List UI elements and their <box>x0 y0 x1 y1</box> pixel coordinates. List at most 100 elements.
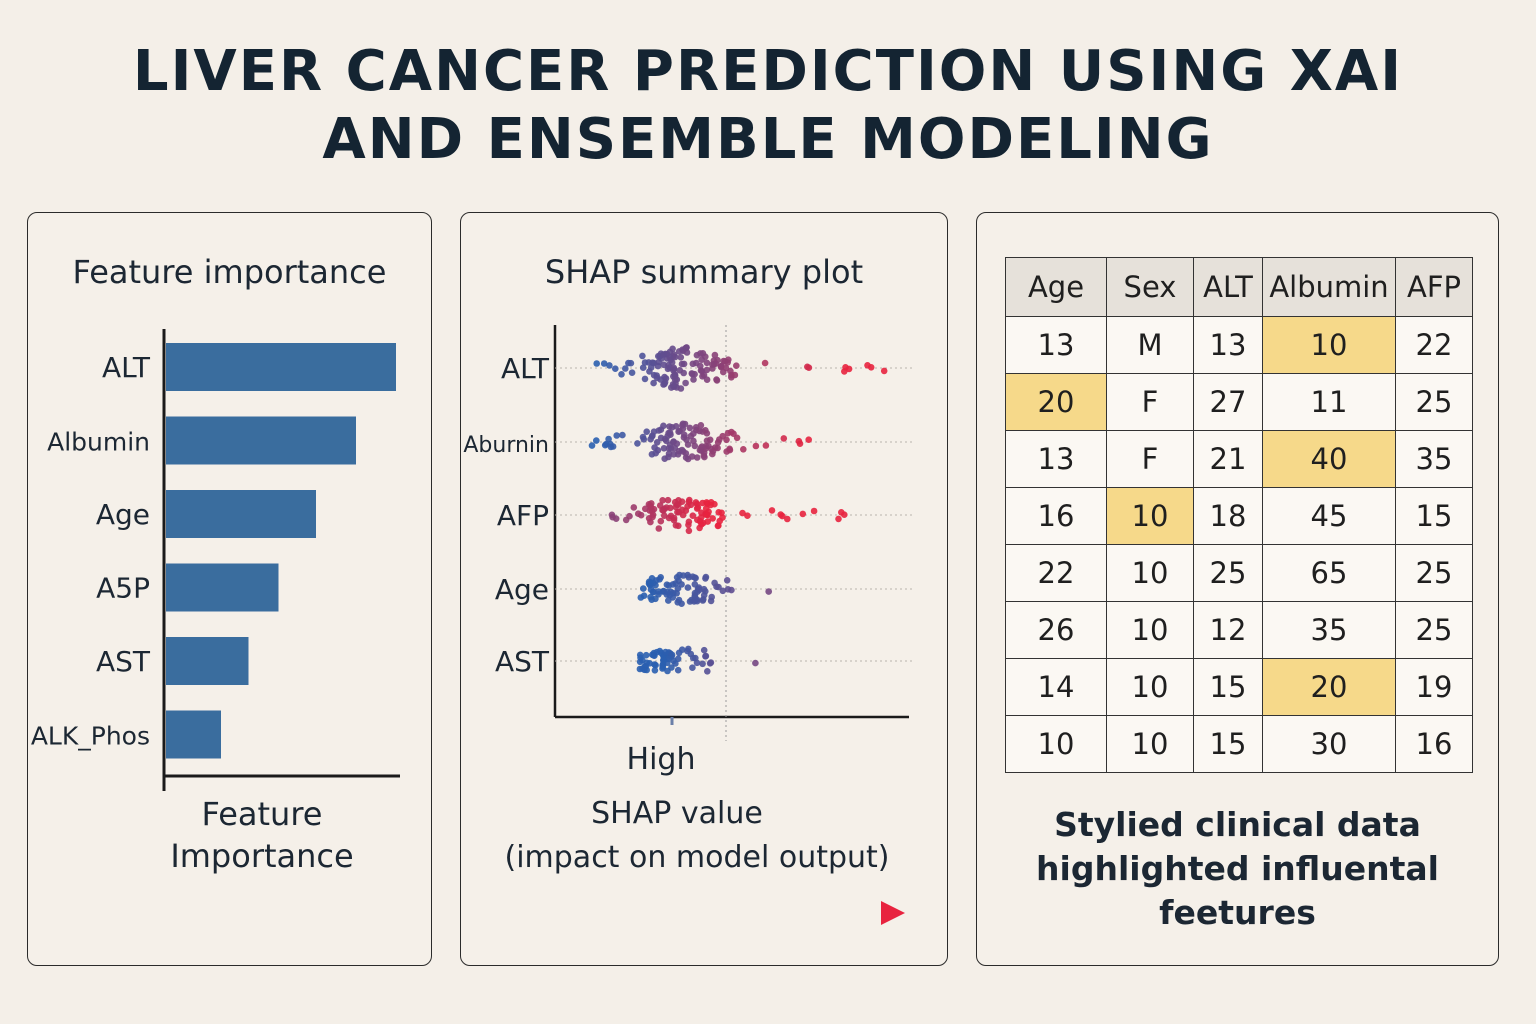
shap-feature-label: Age <box>495 573 549 606</box>
feature-importance-title: Feature importance <box>72 253 387 291</box>
shap-point <box>703 430 711 437</box>
shap-arrow-head <box>881 901 905 925</box>
shap-point <box>663 437 670 445</box>
highlighted-cell: 20 <box>1262 658 1396 716</box>
table-cell: 10 <box>1106 544 1194 602</box>
shap-point <box>707 659 715 666</box>
shap-point <box>711 579 718 587</box>
shap-point <box>675 596 683 604</box>
shap-point <box>679 422 686 429</box>
shap-point <box>671 498 679 506</box>
shap-point <box>765 588 772 595</box>
shap-point <box>613 432 620 439</box>
shap-feature-label: Aburnin <box>463 433 549 458</box>
shap-point <box>660 657 668 664</box>
shap-point <box>702 652 710 660</box>
shap-point <box>691 581 699 588</box>
page-title: LIVER CANCER PREDICTION USING XAI AND EN… <box>0 38 1536 174</box>
shap-point <box>681 431 688 439</box>
page-title-line-2: AND ENSEMBLE MODELING <box>322 107 1214 172</box>
bar-ast <box>166 637 249 685</box>
shap-point <box>618 371 625 378</box>
shap-point <box>762 442 770 449</box>
table-cell: 26 <box>1005 601 1107 659</box>
shap-point <box>607 443 615 451</box>
table-cell: 35 <box>1262 601 1396 659</box>
shap-point <box>605 435 612 443</box>
shap-point <box>703 499 710 506</box>
table-cell: 65 <box>1262 544 1396 602</box>
shap-point <box>720 368 727 376</box>
caption-line-1: Stylied clinical data <box>1054 805 1421 844</box>
shap-point <box>739 509 746 517</box>
shap-point <box>835 515 842 523</box>
table-cell: 10 <box>1106 658 1194 716</box>
shap-point <box>665 361 672 369</box>
table-cell: 25 <box>1395 601 1473 659</box>
x-axis-label-line: Feature <box>202 795 323 833</box>
table-cell: 13 <box>1005 430 1107 488</box>
table-cell: F <box>1106 373 1194 431</box>
shap-point <box>628 369 636 376</box>
shap-point <box>664 667 671 675</box>
shap-point <box>671 353 679 361</box>
shap-point <box>805 436 812 443</box>
shap-point <box>674 666 682 674</box>
shap-point <box>693 454 701 461</box>
shap-point <box>665 445 673 452</box>
shap-point <box>693 659 701 667</box>
shap-point <box>665 453 672 461</box>
feature-importance-chart: ALT Albumin Age A5P AST ALK_Phos Feature Import… <box>31 329 400 875</box>
shap-point <box>719 432 726 440</box>
shap-point <box>657 517 665 525</box>
clinical-data-table: Age Sex ALT Albumin AFP 13 M 13 10 22 20 F 27 11 25 13… <box>1005 257 1473 773</box>
column-header-alt: ALT <box>1193 257 1263 317</box>
shap-point <box>655 588 662 595</box>
shap-point <box>685 527 693 535</box>
shap-point <box>675 447 683 455</box>
shap-point <box>784 515 791 523</box>
table-cell: 13 <box>1193 316 1263 374</box>
shap-point <box>686 424 694 432</box>
table-cell: 18 <box>1193 487 1263 545</box>
table-cell: M <box>1106 316 1194 374</box>
shap-x-label: SHAP value <box>591 796 763 831</box>
bar-label: A5P <box>96 572 150 605</box>
shap-point <box>677 354 685 361</box>
shap-point <box>700 585 708 593</box>
table-cell: 11 <box>1262 373 1396 431</box>
shap-point <box>752 442 760 450</box>
shap-point <box>700 591 708 599</box>
shap-point <box>796 440 804 447</box>
shap-point <box>665 582 673 589</box>
table-row: 26 10 12 35 25 <box>1005 601 1473 659</box>
shap-point <box>715 509 722 516</box>
shap-point <box>697 514 705 521</box>
shap-point <box>651 444 658 451</box>
shap-point <box>655 525 663 532</box>
shap-point <box>647 579 654 586</box>
shap-point <box>698 443 706 450</box>
shap-point <box>660 445 668 452</box>
shap-point <box>678 360 686 368</box>
shap-point <box>708 593 715 601</box>
caption-line-2: highlighted influental <box>1036 849 1439 888</box>
shap-point <box>619 431 626 439</box>
table-row: 13 M 13 10 22 <box>1005 316 1473 374</box>
shap-point <box>660 351 667 358</box>
bar-alk-phos <box>166 710 221 759</box>
table-cell: 30 <box>1262 715 1396 773</box>
shap-point <box>699 597 707 604</box>
shap-point <box>649 511 657 518</box>
shap-point <box>692 597 699 604</box>
shap-point <box>730 430 737 437</box>
shap-point <box>622 365 629 372</box>
shap-point <box>691 589 699 597</box>
shap-dots-alt <box>593 344 888 392</box>
table-cell: 35 <box>1395 430 1473 488</box>
shap-point <box>706 436 714 444</box>
shap-point <box>669 381 677 388</box>
shap-point <box>698 367 706 375</box>
table-row: 16 10 18 45 15 <box>1005 487 1473 545</box>
bar-age <box>166 490 316 538</box>
